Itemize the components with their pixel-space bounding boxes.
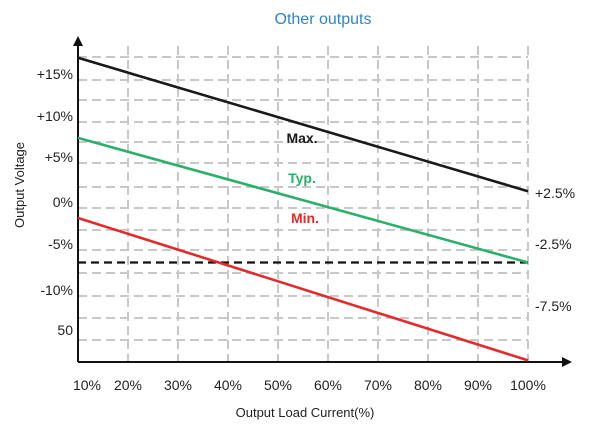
annotation-label: +2.5% [535,185,575,201]
x-tick-label: 80% [414,377,442,393]
series-label-typ: Typ. [288,170,316,186]
series-line-typ [77,136,529,264]
axes [73,36,572,367]
x-tick-label: 70% [364,377,392,393]
annotation-label: -2.5% [535,236,572,252]
x-tick-label: 20% [114,377,142,393]
x-tick-label: 60% [314,377,342,393]
y-axis-label: Output Voltage [12,142,27,228]
x-tick-label: 100% [510,377,546,393]
y-tick-label: -5% [48,236,73,252]
y-tick-label: -10% [40,282,73,298]
annotation-label: -7.5% [535,298,572,314]
series-line-max [77,56,529,193]
y-tick-label: +5% [45,149,73,165]
y-tick-label: +15% [37,66,73,82]
y-axis-arrow [73,36,83,46]
x-tick-label: 40% [214,377,242,393]
y-tick-label: 50 [57,322,73,338]
x-tick-label: 90% [464,377,492,393]
series-lines [77,56,529,362]
x-tick-label: 30% [164,377,192,393]
grid [78,46,529,362]
labels: 10% 20% 30% 40% 50% 60% 70% 80% 90% 100% +15% +10% +… [37,66,575,393]
series-label-max: Max. [286,130,317,146]
series-line-min [77,216,529,362]
x-tick-label: 50% [264,377,292,393]
y-tick-label: +10% [37,108,73,124]
chart-title: Other outputs [275,11,372,28]
series-label-min: Min. [291,210,319,226]
x-axis-arrow [562,357,572,367]
x-axis-label: Output Load Current(%) [236,405,375,420]
y-tick-label: 0% [53,194,73,210]
x-tick-label: 10% [73,377,101,393]
